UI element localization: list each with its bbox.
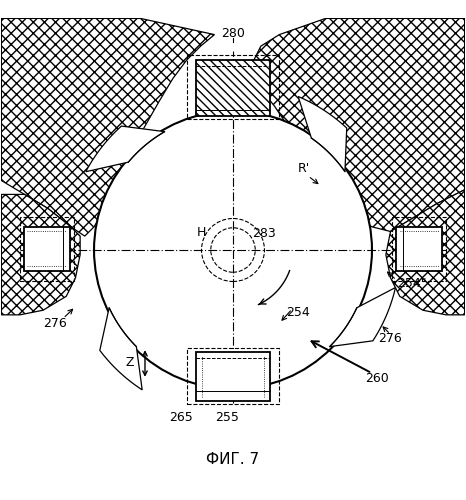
Text: 254": 254"	[397, 277, 427, 290]
Bar	[187, 348, 279, 405]
Text: 255: 255	[215, 411, 239, 424]
Bar	[396, 227, 442, 271]
Polygon shape	[252, 18, 465, 232]
Polygon shape	[86, 126, 164, 172]
Bar	[196, 60, 270, 116]
Text: R': R'	[298, 162, 310, 175]
Bar	[196, 352, 270, 401]
Polygon shape	[298, 96, 347, 172]
Text: 265: 265	[169, 411, 192, 424]
Text: 276: 276	[43, 316, 67, 330]
Polygon shape	[329, 288, 396, 346]
Text: 276: 276	[378, 332, 402, 345]
Text: ФИГ. 7: ФИГ. 7	[206, 452, 260, 467]
Bar	[187, 56, 279, 120]
Bar	[20, 216, 74, 281]
Bar	[24, 227, 70, 271]
Text: Z: Z	[126, 356, 134, 368]
Circle shape	[94, 111, 372, 389]
Text: 280: 280	[221, 26, 245, 40]
Polygon shape	[386, 190, 465, 315]
Text: 260: 260	[365, 372, 389, 386]
Text: 283: 283	[253, 228, 276, 240]
Polygon shape	[100, 308, 142, 390]
Text: 254: 254	[286, 306, 310, 319]
Polygon shape	[1, 194, 80, 315]
Polygon shape	[1, 18, 214, 236]
Text: H: H	[197, 226, 206, 239]
Bar	[392, 216, 446, 281]
